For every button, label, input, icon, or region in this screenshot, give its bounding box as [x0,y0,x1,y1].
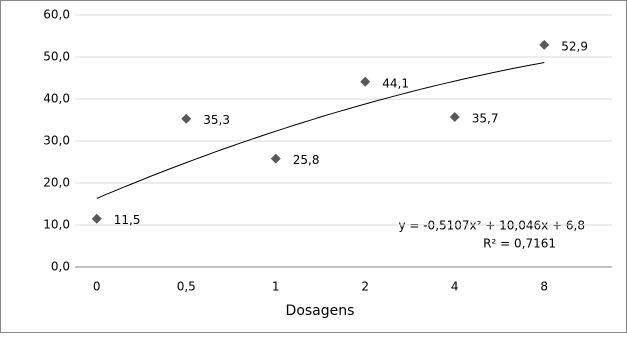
data-label: 52,9 [561,39,588,53]
y-tick-label: 60,0 [43,8,70,22]
y-tick-label: 30,0 [43,134,70,148]
x-tick-label: 1 [272,280,280,294]
trendline-r-squared: R² = 0,7161 [483,237,556,251]
data-label: 35,7 [472,112,499,126]
data-label: 25,8 [293,153,320,167]
data-label: 35,3 [203,113,230,127]
data-label: 11,5 [114,213,141,227]
x-tick-label: 0 [93,280,101,294]
x-tick-label: 4 [451,280,459,294]
marker [539,39,550,50]
x-tick-label: 8 [540,280,548,294]
x-tick-label: 0,5 [177,280,196,294]
x-axis-title: Dosagens [286,303,355,319]
trendline [96,62,545,199]
y-tick-label: 10,0 [43,218,70,232]
marker [270,153,281,164]
marker [181,113,192,124]
y-tick-label: 0,0 [51,260,70,274]
y-tick-label: 40,0 [43,92,70,106]
x-tick-label: 2 [361,280,369,294]
marker [360,76,371,87]
data-label: 44,1 [382,76,409,90]
marker [449,112,460,123]
y-tick-label: 20,0 [43,176,70,190]
marker [91,213,102,224]
y-tick-label: 50,0 [43,50,70,64]
